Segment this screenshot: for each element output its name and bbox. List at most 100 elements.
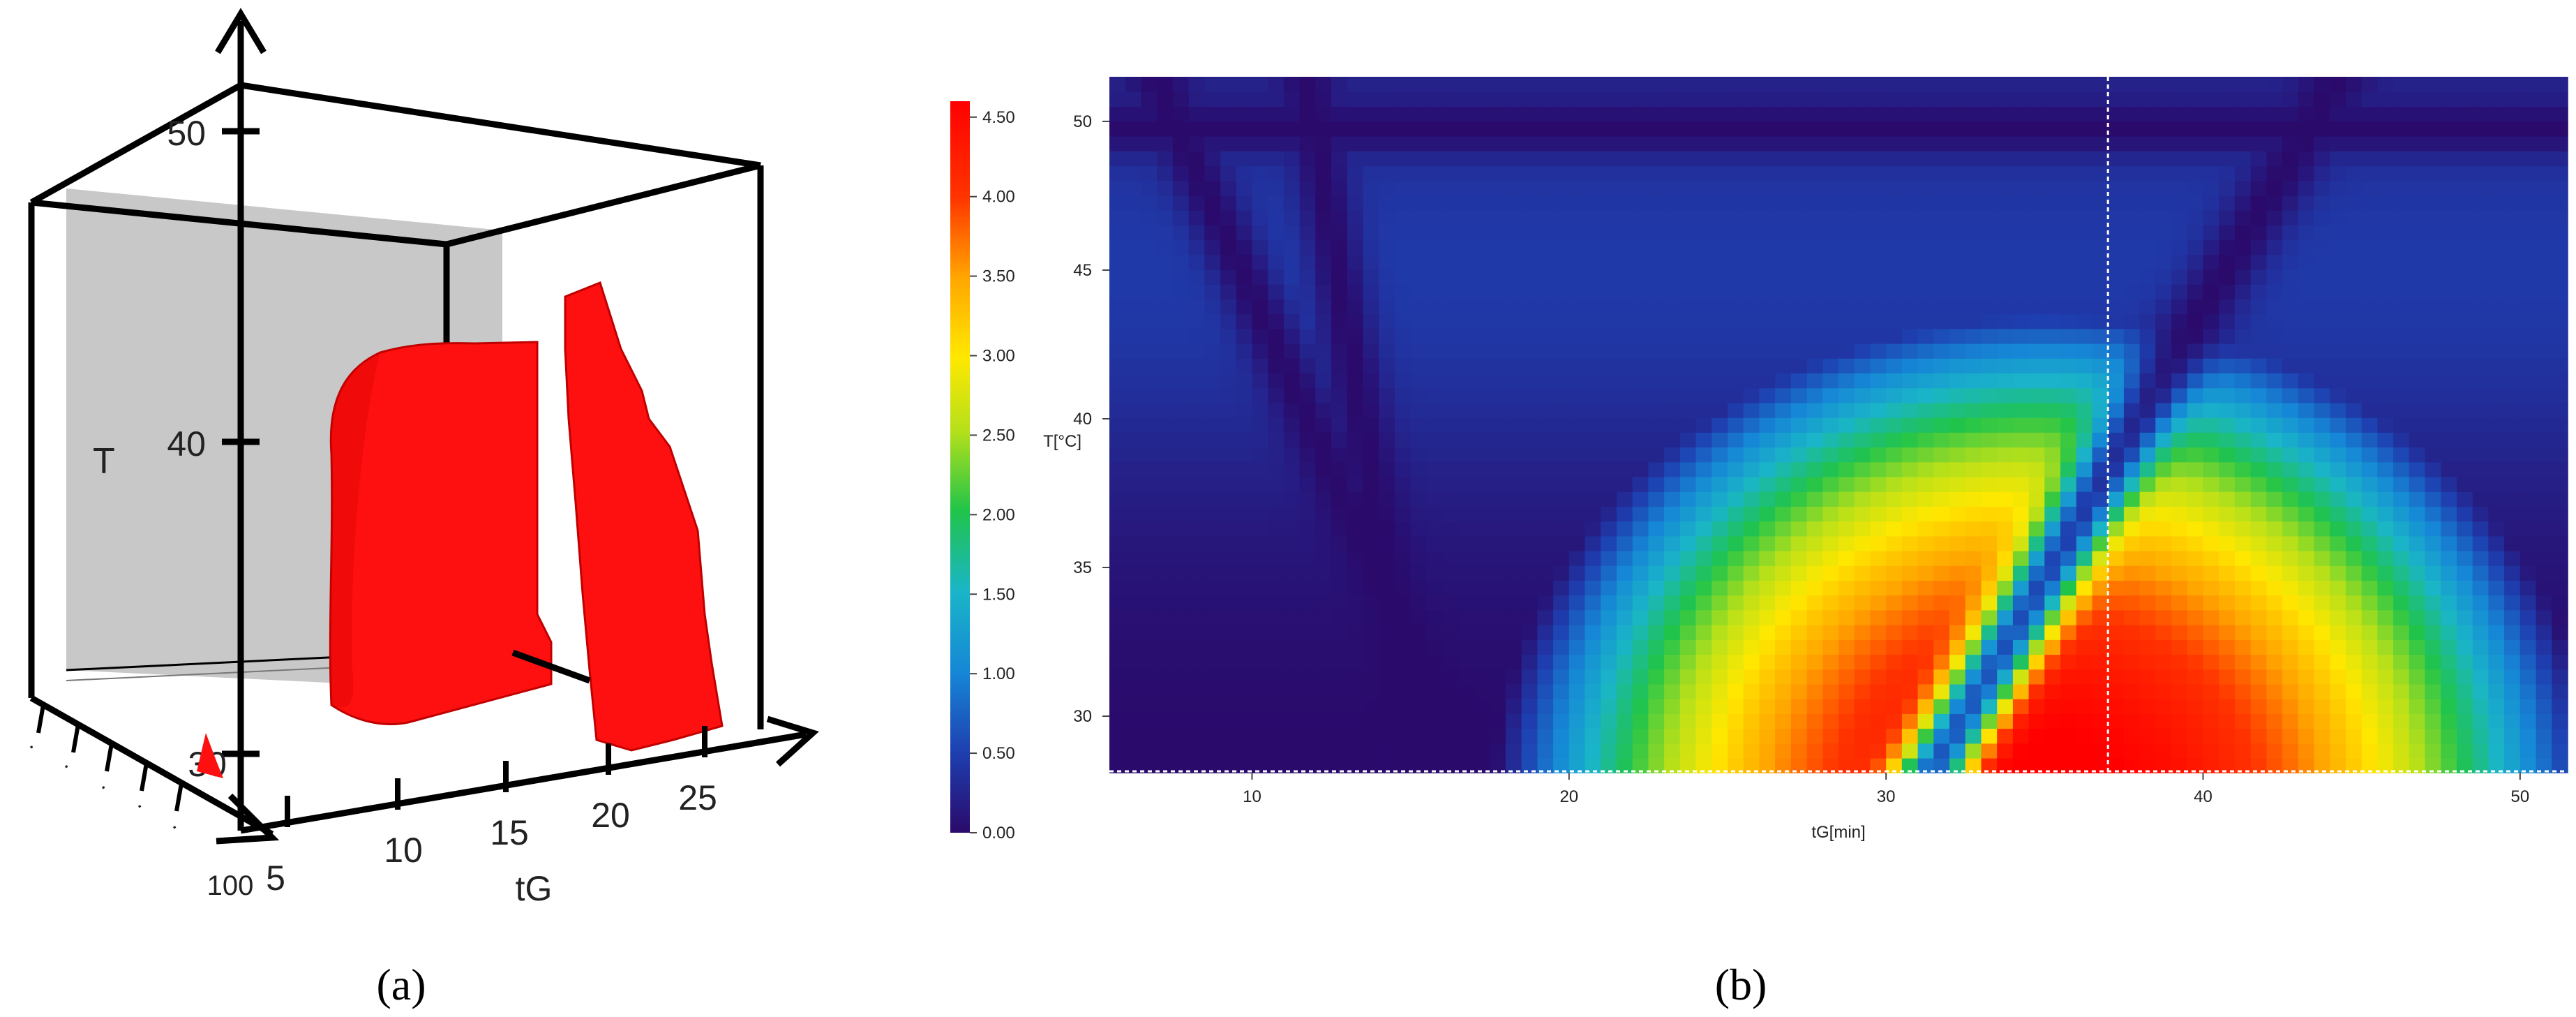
heatmap-cell (2457, 476, 2473, 492)
heatmap-cell (1490, 654, 1506, 670)
heatmap-cell (1933, 135, 1950, 151)
heatmap-cell (2234, 595, 2252, 611)
heatmap-cell (1125, 180, 1142, 196)
heatmap-cell (1442, 698, 1459, 714)
heatmap-cell (2171, 535, 2188, 551)
heatmap-cell (1394, 609, 1411, 625)
heatmap-cell (1822, 639, 1839, 655)
heatmap-cell (2425, 580, 2441, 596)
heatmap-cell (2488, 535, 2505, 551)
heatmap-cell (1283, 669, 1301, 685)
heatmap-cell (1743, 654, 1760, 670)
heatmap-cell (1490, 121, 1506, 137)
heatmap-cell (1188, 432, 1206, 448)
heatmap-cell (1870, 535, 1887, 551)
heatmap-cell (2155, 447, 2172, 463)
heatmap-cell (1315, 506, 1332, 522)
heatmap-cell (1410, 447, 1428, 463)
heatmap-cell (1268, 683, 1285, 699)
heatmap-cell (1426, 447, 1443, 463)
heatmap-cell (1648, 313, 1665, 329)
heatmap-cell (2155, 151, 2172, 167)
heatmap-cell (1268, 254, 1285, 270)
heatmap-cell (2123, 550, 2141, 566)
heatmap-cell (1712, 580, 1728, 596)
heatmap-cell (1236, 461, 1253, 477)
heatmap-cell (2028, 447, 2046, 463)
heatmap-cell (1917, 195, 1935, 211)
heatmap-cell (2330, 476, 2346, 492)
heatmap-cell (1822, 461, 1839, 477)
heatmap-cell (1839, 476, 1855, 492)
heatmap-cell (1220, 654, 1237, 670)
heatmap-cell (1679, 209, 1697, 225)
heatmap-cell (2504, 491, 2521, 507)
heatmap-cell (1347, 180, 1364, 196)
heatmap-cell (1537, 417, 1554, 433)
heatmap-cell (2361, 669, 2379, 685)
heatmap-cell (2409, 550, 2426, 566)
heatmap-cell (1743, 299, 1760, 315)
heatmap-cell (2139, 550, 2157, 566)
heatmap-cell (2457, 491, 2473, 507)
heatmap-cell (2409, 180, 2426, 196)
heatmap-cell (2409, 521, 2426, 537)
heatmap-cell (1141, 328, 1158, 344)
heatmap-cell (1981, 195, 1998, 211)
heatmap-cell (1712, 180, 1728, 196)
heatmap-cell (1299, 254, 1317, 270)
heatmap-cell (2457, 106, 2473, 122)
heatmap-cell (2203, 180, 2219, 196)
heatmap-cell (2409, 135, 2426, 151)
heatmap-cell (1521, 180, 1538, 196)
heatmap-cell (2361, 121, 2379, 137)
heatmap-cell (1790, 669, 1808, 685)
heatmap-cell (1886, 491, 1903, 507)
heatmap-cell (1679, 624, 1697, 640)
heatmap-cell (2282, 713, 2299, 729)
heatmap-cell (1933, 343, 1950, 359)
heatmap-cell (1521, 491, 1538, 507)
heatmap-cell (2425, 595, 2441, 611)
heatmap-cell (1252, 417, 1268, 433)
heatmap-cell (2346, 165, 2362, 181)
heatmap-cell (1188, 180, 1206, 196)
heatmap-cell (1236, 654, 1253, 670)
tg-tick-label-15: 15 (490, 813, 529, 852)
heatmap-cell (2044, 254, 2061, 270)
heatmap-cell (2139, 151, 2157, 167)
heatmap-cell (1521, 135, 1538, 151)
heatmap-cell (1981, 121, 1998, 137)
heatmap-cell (2282, 595, 2299, 611)
heatmap-cell (1141, 476, 1158, 492)
heatmap-cell (1347, 387, 1364, 403)
heatmap-cell (2282, 639, 2299, 655)
heatmap-cell (2298, 91, 2315, 107)
heatmap-cell (2519, 195, 2537, 211)
heatmap-cell (2504, 743, 2521, 759)
heatmap-cell (2076, 106, 2093, 122)
heatmap-cell (1490, 521, 1506, 537)
heatmap-cell (1109, 91, 1126, 107)
heatmap-cell (2012, 417, 2030, 433)
heatmap-cell (1743, 461, 1760, 477)
heatmap-cell (2219, 299, 2236, 315)
heatmap-cell (1299, 284, 1317, 299)
heatmap-cell (2187, 654, 2204, 670)
heatmap-cell (2472, 135, 2489, 151)
heatmap-cell (2139, 239, 2157, 255)
heatmap-cell (2314, 535, 2330, 551)
heatmap-cell (2377, 180, 2394, 196)
heatmap-cell (1252, 639, 1268, 655)
heatmap-cell (1442, 91, 1459, 107)
heatmap-cell (2203, 506, 2219, 522)
red-surface-left (329, 341, 553, 725)
heatmap-cell (1997, 461, 2014, 477)
heatmap-cell (1933, 698, 1950, 714)
heatmap-cell (1252, 402, 1268, 418)
heatmap-cell (2330, 506, 2346, 522)
heatmap-cell (2282, 195, 2299, 211)
heatmap-cell (1806, 417, 1824, 433)
heatmap-cell (1839, 417, 1855, 433)
heatmap-cell (2044, 595, 2061, 611)
